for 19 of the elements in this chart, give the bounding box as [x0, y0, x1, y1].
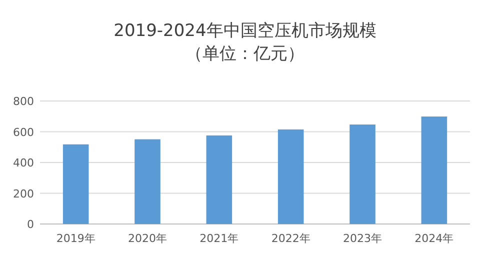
- x-tick-label: 2021年: [200, 232, 239, 245]
- x-tick-label: 2022年: [271, 232, 310, 245]
- bar: [134, 139, 160, 224]
- bar: [278, 129, 304, 224]
- bar: [350, 124, 376, 224]
- x-tick-label: 2019年: [56, 232, 96, 245]
- bar: [421, 116, 448, 224]
- y-tick-label: 0: [27, 218, 34, 231]
- chart-title: 2019-2024年中国空压机市场规模: [114, 21, 376, 41]
- x-tick-label: 2020年: [128, 232, 167, 245]
- bar: [206, 135, 232, 224]
- bar: [62, 144, 89, 224]
- x-tick-label: 2023年: [343, 232, 382, 245]
- x-tick-label: 2024年: [414, 232, 454, 245]
- y-tick-label: 400: [13, 156, 34, 170]
- chart-subtitle: （单位：亿元）: [186, 44, 304, 64]
- y-tick-label: 600: [13, 126, 34, 139]
- y-tick-label: 200: [13, 187, 34, 200]
- y-tick-label: 800: [13, 95, 34, 108]
